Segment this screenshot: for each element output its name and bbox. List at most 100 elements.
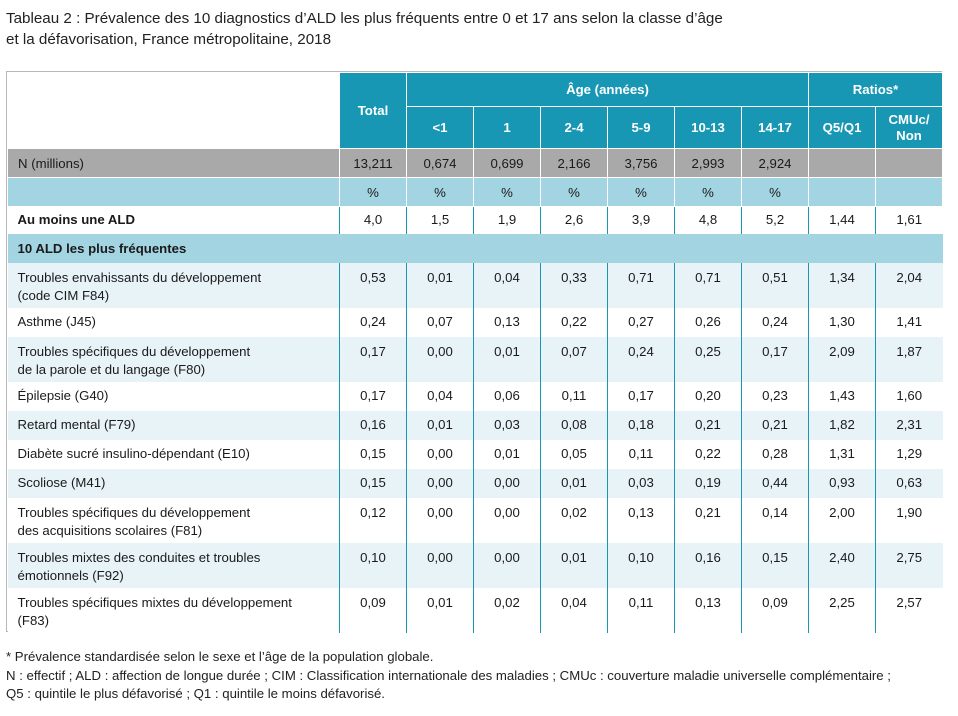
row-label: Épilepsie (G40): [7, 381, 340, 411]
header-age-lt1: <1: [406, 106, 474, 149]
row-label-line: Diabète sucré insulino-dépendant (E10): [17, 446, 250, 461]
header-ratio-q5q1: Q5/Q1: [808, 106, 876, 149]
value-cell: 2,6: [540, 206, 608, 234]
row-label: Asthme (J45): [7, 307, 340, 337]
value-cell: 0,01: [406, 410, 474, 440]
value-cell: 0,63: [875, 468, 943, 498]
note-line: * Prévalence standardisée selon le sexe …: [6, 649, 434, 664]
value-cell: 0,17: [741, 336, 809, 382]
note-line: Q5 : quintile le plus défavorisé ; Q1 : …: [6, 686, 385, 701]
value-cell: 0,15: [339, 468, 407, 498]
prevalence-table: Total Âge (années) Ratios* <1 1 2-4 5-9 …: [7, 72, 943, 633]
section-row: 10 ALD les plus fréquentes: [7, 233, 943, 263]
value-cell: 0,02: [473, 587, 541, 633]
row-label-line: Troubles spécifiques du développement: [17, 343, 251, 359]
n-cell: [808, 148, 876, 178]
title-line-2: et la défavorisation, France métropolita…: [6, 31, 332, 48]
value-cell: 0,13: [473, 307, 541, 337]
value-cell: 2,09: [808, 336, 876, 382]
row-label-line: Asthme (J45): [17, 314, 96, 329]
row-label: Scoliose (M41): [7, 468, 340, 498]
value-cell: 0,00: [406, 439, 474, 469]
value-cell: 1,34: [808, 262, 876, 308]
row-label-line: Scoliose (M41): [17, 475, 106, 490]
value-cell: 0,16: [339, 410, 407, 440]
value-cell: 0,21: [674, 410, 742, 440]
value-cell: 0,08: [540, 410, 608, 440]
value-cell: 0,26: [674, 307, 742, 337]
value-cell: 0,24: [339, 307, 407, 337]
value-cell: 0,01: [540, 468, 608, 498]
header-age-5-9: 5-9: [607, 106, 675, 149]
value-cell: 1,90: [875, 497, 943, 543]
n-cell: 13,211: [339, 148, 407, 178]
row-label-line: de la parole et du langage (F80): [17, 361, 206, 377]
value-cell: 0,13: [607, 497, 675, 543]
value-cell: 0,01: [406, 262, 474, 308]
value-cell: 0,15: [741, 542, 809, 588]
table-row: Troubles spécifiques mixtes du développe…: [7, 587, 943, 633]
note-line: N : effectif ; ALD : affection de longue…: [6, 667, 891, 683]
value-cell: 0,16: [674, 542, 742, 588]
table-row: Scoliose (M41) 0,15 0,00 0,00 0,01 0,03 0,19 0,…: [7, 468, 943, 498]
row-label: Retard mental (F79): [7, 410, 340, 440]
row-label-line: émotionnels (F92): [17, 567, 124, 583]
value-cell: 4,0: [339, 206, 407, 234]
header-ratios-group: Ratios*: [808, 72, 943, 107]
value-cell: 0,24: [741, 307, 809, 337]
value-cell: 0,06: [473, 381, 541, 411]
value-cell: 0,07: [406, 307, 474, 337]
header-ratio-cmuc-line2: Non: [896, 127, 922, 143]
row-label: Troubles spécifiques mixtes du développe…: [7, 587, 340, 633]
value-cell: 2,75: [875, 542, 943, 588]
value-cell: 0,71: [607, 262, 675, 308]
n-cell: 0,699: [473, 148, 541, 178]
value-cell: 0,04: [406, 381, 474, 411]
unit-row: % % % % % % %: [7, 177, 943, 207]
value-cell: 1,31: [808, 439, 876, 469]
unit-cell: %: [540, 177, 608, 207]
title-line-1: Tableau 2 : Prévalence des 10 diagnostic…: [6, 10, 723, 27]
value-cell: 1,82: [808, 410, 876, 440]
value-cell: 0,11: [540, 381, 608, 411]
value-cell: 1,43: [808, 381, 876, 411]
row-label-line: Retard mental (F79): [17, 417, 136, 432]
value-cell: 0,00: [406, 497, 474, 543]
value-cell: 0,09: [741, 587, 809, 633]
n-row: N (millions) 13,211 0,674 0,699 2,166 3,…: [7, 148, 943, 178]
table-notes: * Prévalence standardisée selon le sexe …: [6, 648, 951, 704]
value-cell: 2,57: [875, 587, 943, 633]
value-cell: 0,23: [741, 381, 809, 411]
value-cell: 1,41: [875, 307, 943, 337]
header-age-1: 1: [473, 106, 541, 149]
value-cell: 0,17: [607, 381, 675, 411]
value-cell: 0,00: [406, 542, 474, 588]
value-cell: 2,40: [808, 542, 876, 588]
row-label: Troubles mixtes des conduites et trouble…: [7, 542, 340, 588]
header-ratio-cmuc-line1: CMUc/: [888, 111, 930, 127]
value-cell: 0,44: [741, 468, 809, 498]
row-label: Troubles spécifiques du développement des…: [7, 497, 340, 543]
section-label: 10 ALD les plus fréquentes: [7, 233, 943, 263]
value-cell: 0,93: [808, 468, 876, 498]
value-cell: 0,17: [339, 381, 407, 411]
table-row: Troubles spécifiques du développement des…: [7, 497, 943, 543]
value-cell: 0,13: [674, 587, 742, 633]
value-cell: 0,00: [406, 336, 474, 382]
table-row: Troubles mixtes des conduites et trouble…: [7, 542, 943, 588]
value-cell: 0,12: [339, 497, 407, 543]
value-cell: 0,10: [339, 542, 407, 588]
unit-cell: %: [473, 177, 541, 207]
value-cell: 0,01: [473, 439, 541, 469]
table-row: Diabète sucré insulino-dépendant (E10) 0,…: [7, 439, 943, 469]
n-cell: 2,166: [540, 148, 608, 178]
row-label-line: des acquisitions scolaires (F81): [17, 522, 203, 538]
value-cell: 3,9: [607, 206, 675, 234]
table-row: Troubles spécifiques du développement de …: [7, 336, 943, 382]
header-age-10-13: 10-13: [674, 106, 742, 149]
value-cell: 0,25: [674, 336, 742, 382]
n-cell: [875, 148, 943, 178]
value-cell: 0,71: [674, 262, 742, 308]
row-label-line: (code CIM F84): [17, 287, 110, 303]
value-cell: 0,19: [674, 468, 742, 498]
